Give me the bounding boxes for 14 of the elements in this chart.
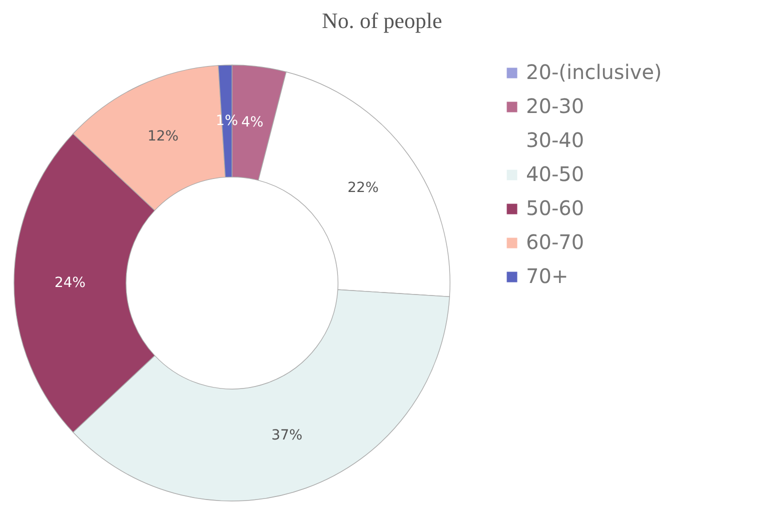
slice-label: 30-40 [526,128,584,152]
legend-label: 50-60 [526,196,584,220]
data-label: 22% [348,180,379,196]
legend-label: 20-(inclusive) [526,60,662,84]
legend-label: 40-50 [526,162,584,186]
data-label: 24% [54,275,86,291]
data-label: 12% [147,128,179,144]
legend-label: 20-30 [526,94,584,118]
chart-title: No. of people [322,8,442,33]
legend-label: 70+ [526,264,568,288]
data-label: 37% [271,427,302,444]
legend-label: 60-70 [526,230,584,254]
data-label: 4% [241,114,264,130]
data-label: 1% [216,113,238,130]
